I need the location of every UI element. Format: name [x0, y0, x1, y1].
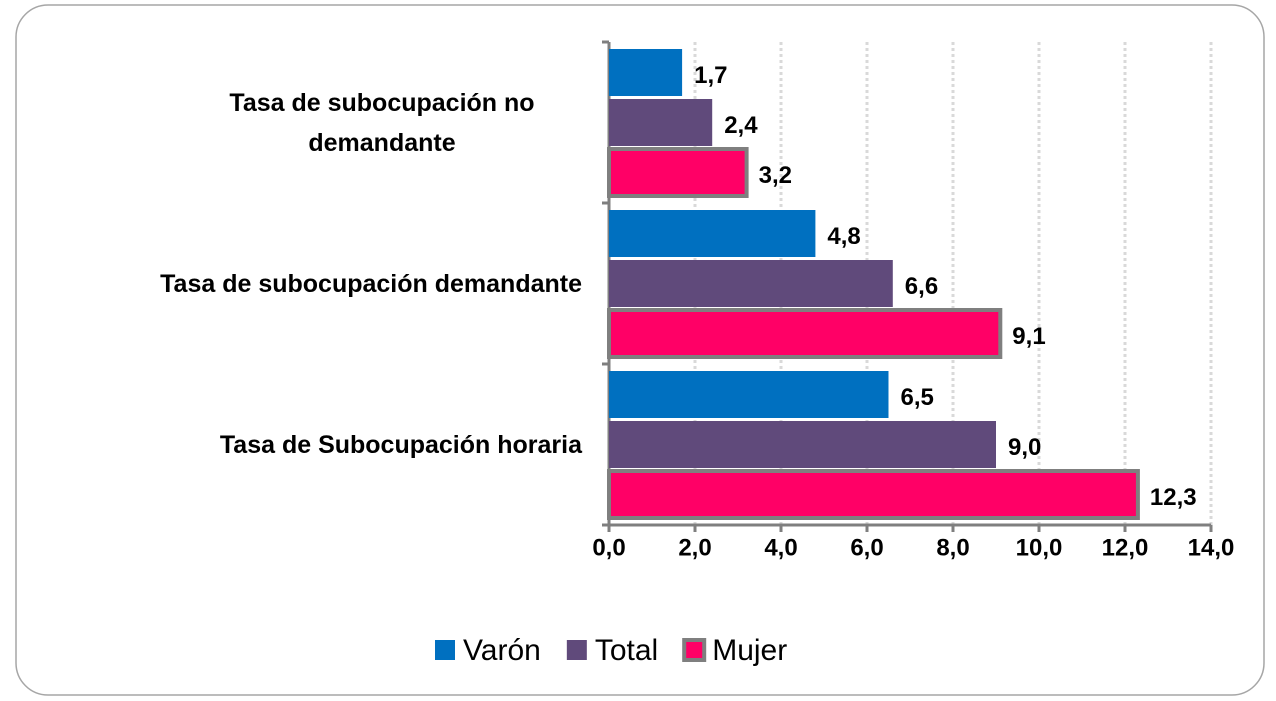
value-label: 12,3 [1150, 484, 1197, 511]
x-tick-label: 8,0 [936, 534, 969, 561]
value-label: 2,4 [724, 112, 758, 139]
bar [609, 371, 889, 418]
bar [607, 147, 749, 198]
legend-label: Mujer [712, 634, 787, 667]
category-label: Tasa de Subocupación horaria [219, 430, 582, 459]
legend-swatch [682, 638, 707, 662]
bar [609, 99, 713, 146]
value-label: 6,5 [901, 384, 934, 411]
category-label: Tasa de subocupación no demandante [229, 88, 535, 157]
value-label: 9,1 [1012, 323, 1045, 350]
bar [607, 469, 1140, 520]
legend-label: Varón [463, 634, 541, 667]
value-label: 3,2 [759, 162, 792, 189]
x-tick-label: 10,0 [1016, 534, 1063, 561]
x-tick-label: 4,0 [764, 534, 797, 561]
value-label: 1,7 [694, 62, 727, 89]
x-tick-label: 0,0 [592, 534, 625, 561]
x-tick-label: 14,0 [1188, 534, 1235, 561]
value-label: 4,8 [827, 223, 860, 250]
x-tick-label: 6,0 [850, 534, 883, 561]
bar [609, 260, 893, 307]
bar [607, 308, 1003, 359]
value-label: 9,0 [1008, 434, 1041, 461]
category-label: Tasa de subocupación demandante [160, 269, 582, 298]
legend-label: Total [595, 634, 658, 667]
value-label: 6,6 [905, 273, 938, 300]
x-tick-label: 12,0 [1102, 534, 1149, 561]
legend-swatch [566, 640, 587, 660]
bar [609, 49, 683, 96]
bar [609, 210, 816, 257]
bar [609, 421, 996, 468]
legend-swatch [435, 640, 455, 660]
x-tick-label: 2,0 [678, 534, 711, 561]
